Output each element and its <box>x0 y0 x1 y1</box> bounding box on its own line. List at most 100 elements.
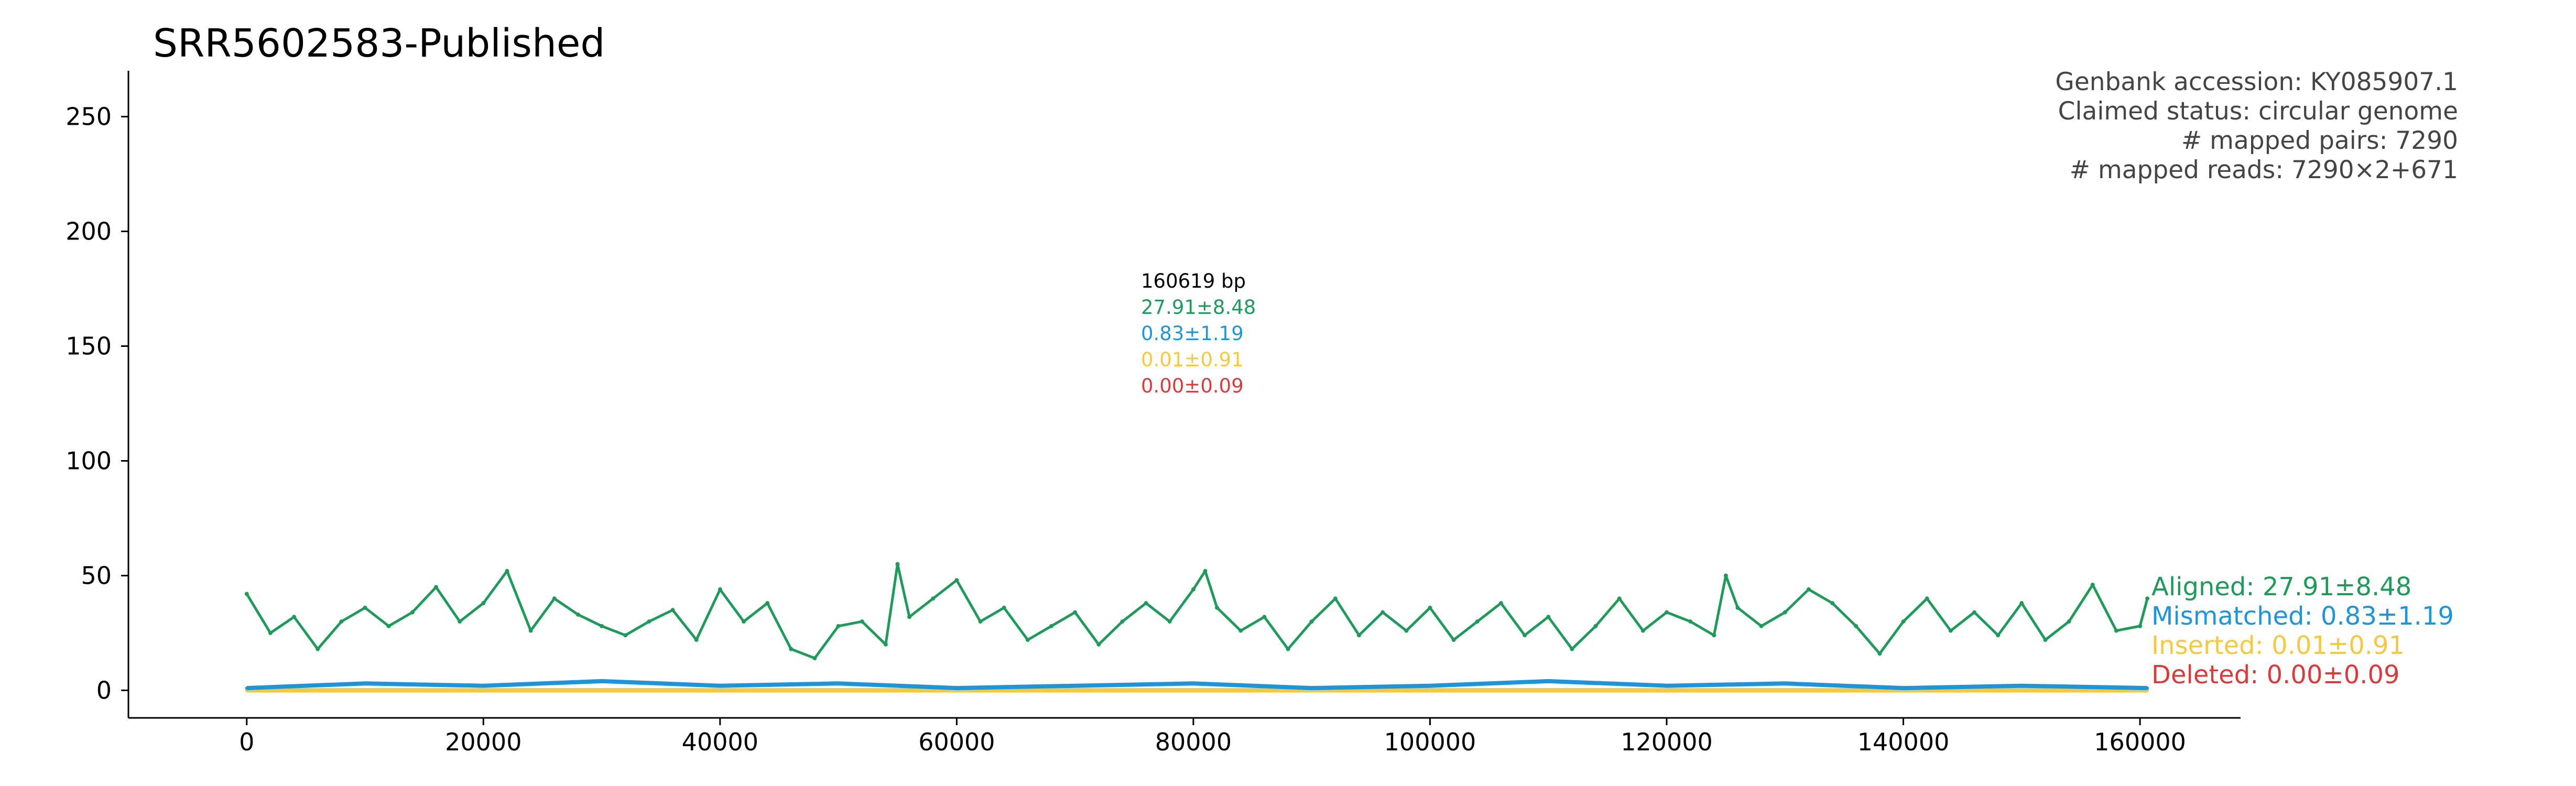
data-point-aligned <box>1570 647 1574 651</box>
info-claimed-status: Claimed status: circular genome <box>2058 97 2458 126</box>
data-point-aligned <box>1428 605 1432 610</box>
data-point-aligned <box>1782 610 1787 615</box>
data-point-aligned <box>1925 596 1929 601</box>
x-tick-label: 160000 <box>2094 728 2186 756</box>
legend-entry-deleted: Deleted: 0.00±0.09 <box>2151 660 2400 690</box>
data-point-aligned <box>1546 615 1551 619</box>
y-tick-label: 100 <box>66 447 112 475</box>
x-tick-label: 0 <box>239 728 254 756</box>
data-point-aligned <box>1049 624 1054 628</box>
summary-deleted: 0.00±0.09 <box>1141 375 1244 397</box>
data-point-mismatched <box>600 679 604 683</box>
data-point-aligned <box>1144 601 1148 606</box>
info-mapped-reads: # mapped reads: 7290×2+671 <box>2070 156 2458 184</box>
data-point-aligned <box>1948 628 1953 633</box>
data-point-mismatched <box>1073 684 1077 687</box>
data-point-aligned <box>1333 596 1338 601</box>
data-point-aligned <box>505 569 509 573</box>
data-point-aligned <box>931 596 936 601</box>
summary-inserted: 0.01±0.91 <box>1141 348 1244 371</box>
data-point-aligned <box>718 587 722 592</box>
legend-entry-inserted: Inserted: 0.01±0.91 <box>2151 631 2405 660</box>
summary-aligned: 27.91±8.48 <box>1141 296 1256 319</box>
data-point-aligned <box>694 638 699 642</box>
data-point-aligned <box>1759 624 1764 628</box>
y-tick-label: 150 <box>66 332 112 361</box>
data-point-aligned <box>954 578 959 583</box>
x-tick-label: 20000 <box>445 728 521 756</box>
info-mapped-pairs: # mapped pairs: 7290 <box>2181 126 2458 155</box>
data-point-mismatched <box>955 686 959 690</box>
data-point-aligned <box>1972 610 1977 615</box>
data-point-aligned <box>1286 647 1290 651</box>
data-point-mismatched <box>363 682 367 685</box>
data-point-aligned <box>1806 587 1811 592</box>
data-point-aligned <box>2019 601 2024 606</box>
data-point-mismatched <box>482 684 485 687</box>
data-point-aligned <box>2090 582 2095 587</box>
x-tick-label: 100000 <box>1384 728 1476 756</box>
x-tick-label: 40000 <box>682 728 758 756</box>
data-point-mismatched <box>245 686 248 690</box>
data-point-aligned <box>1996 633 2001 638</box>
data-point-aligned <box>1096 642 1101 647</box>
summary-mismatched: 0.83±1.19 <box>1141 322 1244 345</box>
data-point-aligned <box>883 642 888 647</box>
data-point-aligned <box>458 619 462 624</box>
data-point-aligned <box>1688 619 1693 624</box>
data-point-aligned <box>481 601 486 606</box>
y-tick-label: 50 <box>81 561 112 590</box>
data-point-aligned <box>1723 573 1728 578</box>
data-point-aligned <box>339 619 344 624</box>
data-point-mismatched <box>1191 682 1195 685</box>
data-point-aligned <box>552 596 557 601</box>
data-point-aligned <box>1665 610 1669 615</box>
data-point-aligned <box>268 630 273 635</box>
data-point-mismatched <box>2146 686 2149 690</box>
data-point-aligned <box>1120 619 1125 624</box>
data-point-aligned <box>1901 619 1906 624</box>
data-point-aligned <box>575 612 580 617</box>
data-point-aligned <box>2114 628 2118 633</box>
y-tick-label: 200 <box>66 217 112 246</box>
info-box: Genbank accession: KY085907.1 Claimed st… <box>2055 68 2458 184</box>
summary-length: 160619 bp <box>1141 270 1246 292</box>
data-point-aligned <box>434 585 439 590</box>
data-point-aligned <box>2145 596 2150 601</box>
data-point-aligned <box>2138 624 2143 628</box>
data-point-aligned <box>1073 610 1078 615</box>
data-point-aligned <box>1854 624 1858 628</box>
data-point-aligned <box>1735 605 1740 610</box>
data-point-aligned <box>1203 569 1208 573</box>
data-point-mismatched <box>836 682 840 685</box>
info-accession: Genbank accession: KY085907.1 <box>2055 68 2458 96</box>
data-point-aligned <box>836 624 841 628</box>
data-point-aligned <box>1404 628 1409 633</box>
data-point-aligned <box>1877 651 1882 656</box>
data-point-aligned <box>1475 619 1480 624</box>
data-point-aligned <box>528 628 533 633</box>
data-point-aligned <box>292 615 297 619</box>
data-point-inserted <box>1191 689 1195 692</box>
data-point-aligned <box>647 619 651 624</box>
data-point-aligned <box>410 610 415 615</box>
data-point-aligned <box>765 601 770 606</box>
data-point-aligned <box>1262 615 1267 619</box>
data-point-aligned <box>623 633 628 638</box>
data-point-aligned <box>1309 619 1314 624</box>
data-point-mismatched <box>1665 684 1669 687</box>
data-point-aligned <box>1238 628 1243 633</box>
data-point-aligned <box>1523 633 1527 638</box>
data-point-mismatched <box>1901 686 1905 690</box>
data-point-aligned <box>244 592 249 596</box>
data-point-aligned <box>860 619 864 624</box>
data-point-inserted <box>1665 689 1669 692</box>
y-tick-label: 250 <box>66 103 112 131</box>
data-point-mismatched <box>1428 684 1432 687</box>
legend-entry-aligned: Aligned: 27.91±8.48 <box>2151 572 2411 602</box>
data-point-aligned <box>1451 638 1456 642</box>
legend-entry-mismatched: Mismatched: 0.83±1.19 <box>2151 602 2454 631</box>
data-point-aligned <box>1498 601 1503 606</box>
